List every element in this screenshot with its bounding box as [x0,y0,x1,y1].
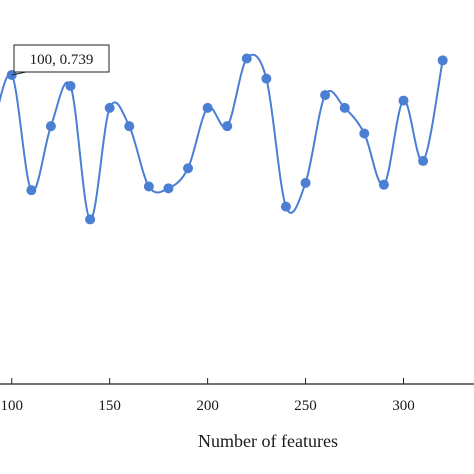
data-point [104,102,115,113]
series-line [0,53,444,221]
x-tick-label: 250 [294,398,317,414]
data-point [300,177,311,188]
data-point [437,55,448,66]
data-point [183,163,194,174]
data-point [143,181,154,192]
data-point [359,128,370,139]
x-tick-label: 200 [196,398,219,414]
data-point [65,80,76,91]
data-point [280,201,291,212]
data-point [339,102,350,113]
x-tick-label: 150 [98,398,121,414]
annotation-box [13,44,110,73]
data-point [124,121,135,132]
data-point [378,179,389,190]
data-point [418,155,429,166]
x-tick-label: 300 [392,398,415,414]
x-axis-ticks: 100 150 200 250 300 [1,378,415,414]
data-point [26,185,37,196]
series-layer [0,53,448,225]
data-point [320,90,331,101]
x-tick-label: 100 [1,398,24,414]
data-point [85,214,96,225]
annotation-label: 100, 0.739 [30,52,94,68]
x-axis-title: Number of features [198,431,338,451]
data-point [398,95,409,106]
data-point [45,121,56,132]
data-point [241,53,252,64]
data-point [163,183,174,194]
data-point [222,121,233,132]
data-point [202,102,213,113]
data-point [261,73,272,84]
annotation: 100, 0.739 [11,44,110,76]
